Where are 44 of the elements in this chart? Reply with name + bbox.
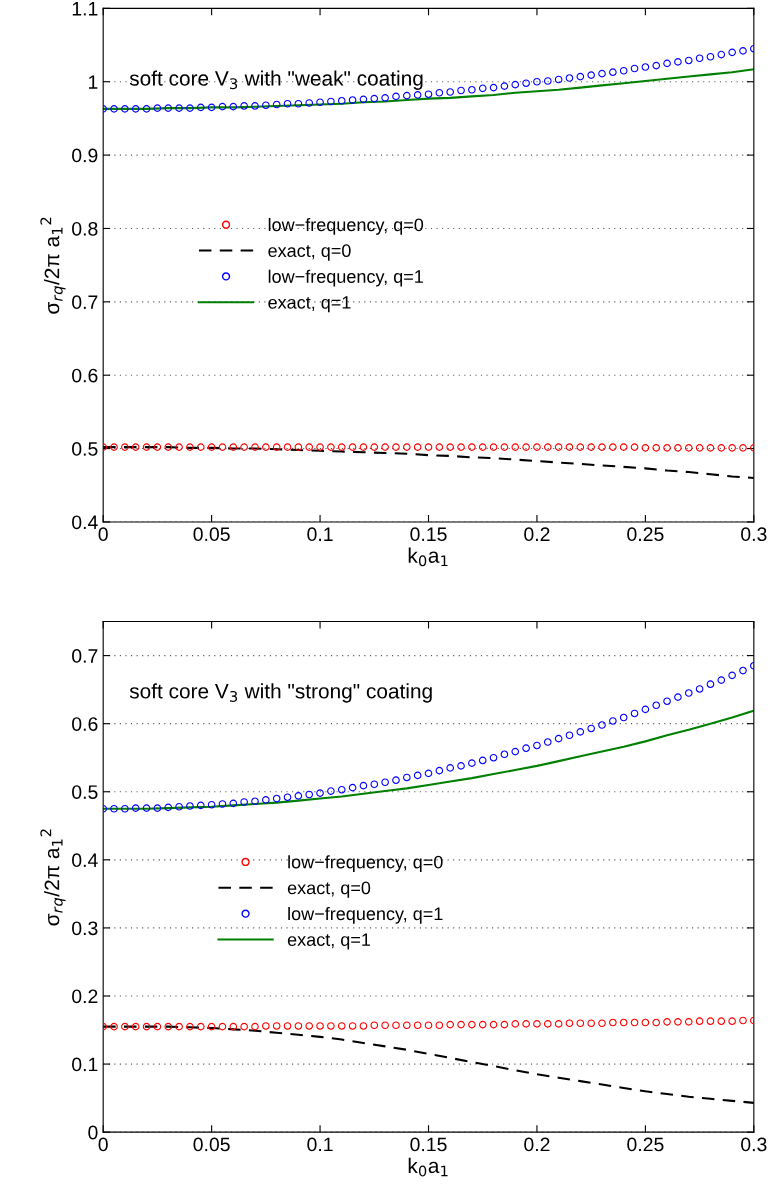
x-tick-label: 0.25 (627, 1137, 664, 1152)
x-tick-label: 0.1 (307, 1137, 333, 1152)
x-tick-label: 0.1 (307, 527, 333, 542)
legend-label: exact, q=1 (287, 933, 371, 950)
y-tick-label: 0.9 (72, 148, 98, 163)
annotation: soft core V$_{3}$ with "weak" coating (129, 70, 423, 90)
y-axis-title: σ$_{rq}$/2π a$_{1}$$^{2}$ (40, 829, 66, 926)
x-tick-label: 0.3 (741, 527, 767, 542)
legend-label: low−frequency, q=1 (268, 269, 423, 287)
y-tick-label: 0.3 (72, 921, 98, 936)
x-tick-label: 0 (98, 1137, 108, 1152)
x-tick-label: 0.05 (193, 527, 230, 542)
y-tick-label: 0.8 (72, 221, 98, 236)
y-tick-label: 0.5 (72, 785, 98, 799)
y-tick-label: 1 (88, 75, 98, 89)
legend-label: low−frequency, q=1 (288, 906, 443, 924)
y-tick-label: 0.5 (72, 442, 98, 456)
legend-label: exact, q=1 (268, 296, 351, 313)
y-tick-label: 0.6 (72, 368, 98, 383)
y-tick-label: 0.7 (72, 649, 98, 663)
x-tick-label: 0.3 (741, 1137, 767, 1152)
y-tick-label: 0.6 (72, 717, 98, 731)
x-axis-title: k$_{0}$a$_{1}$ (408, 547, 448, 567)
annotation: soft core V$_{3}$ with "strong" coating (129, 683, 432, 703)
x-tick-label: 0 (98, 527, 108, 542)
x-tick-label: 0.2 (524, 527, 550, 542)
y-axis-title: σ$_{rq}$/2π a$_{1}$$^{2}$ (40, 217, 66, 314)
legend-label: exact, q=0 (268, 244, 351, 261)
y-tick-label: 0 (88, 1125, 98, 1140)
y-tick-label: 0.4 (72, 515, 98, 530)
x-tick-label: 0.25 (627, 527, 664, 542)
y-tick-label: 0.7 (72, 295, 98, 310)
x-axis-title: k$_{0}$a$_{1}$ (408, 1157, 448, 1177)
x-tick-label: 0.15 (410, 527, 447, 542)
y-tick-label: 0.4 (72, 853, 98, 868)
y-tick-label: 0.1 (72, 1057, 98, 1072)
x-tick-label: 0.2 (524, 1137, 550, 1152)
legend-label: low−frequency, q=0 (288, 855, 443, 873)
x-tick-label: 0.05 (193, 1137, 230, 1152)
legend-label: low−frequency, q=0 (268, 217, 424, 235)
y-tick-label: 0.2 (72, 989, 98, 1004)
y-tick-label: 1.1 (72, 2, 98, 16)
legend-label: exact, q=0 (287, 881, 371, 898)
x-tick-label: 0.15 (410, 1137, 447, 1152)
